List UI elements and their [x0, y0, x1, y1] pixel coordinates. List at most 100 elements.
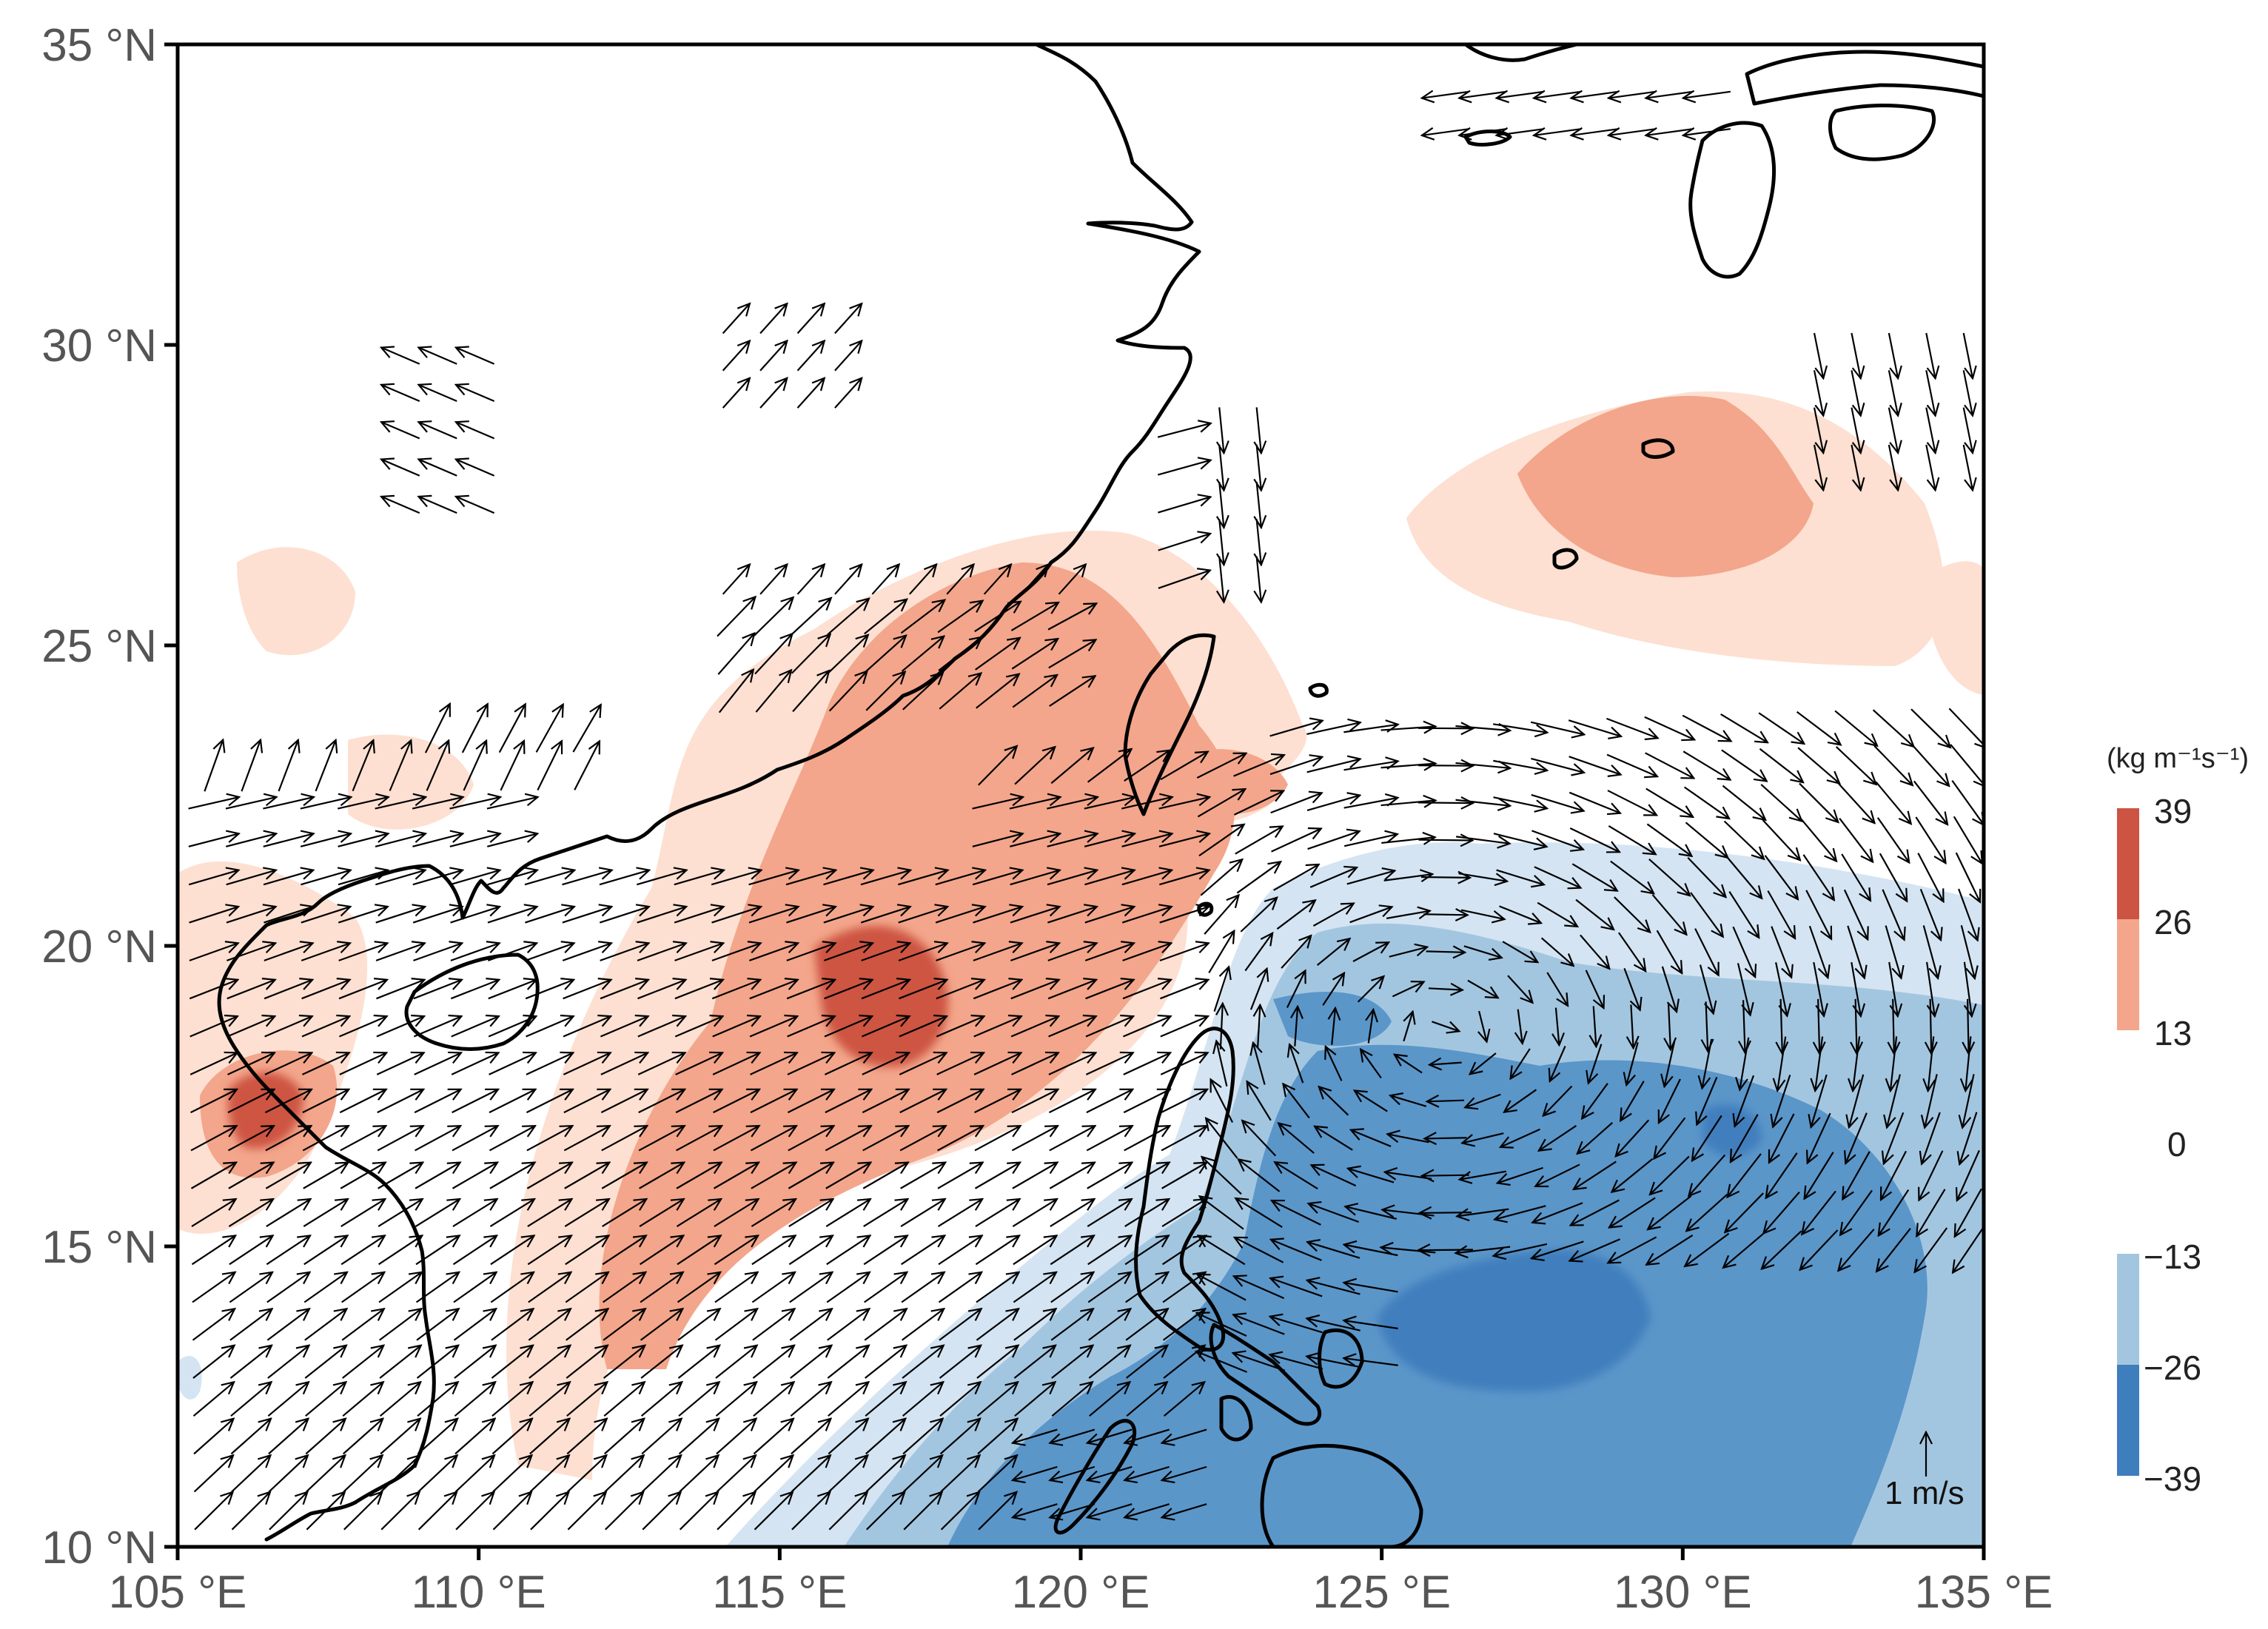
wind-vector — [1764, 855, 1798, 899]
wind-vector — [537, 741, 562, 791]
wind-vector — [315, 740, 336, 792]
wind-vector — [1269, 721, 1323, 737]
wind-vector — [1462, 1132, 1504, 1143]
wind-vector — [786, 943, 836, 961]
wind-vector — [563, 1016, 611, 1038]
wind-vector — [902, 1419, 943, 1455]
wind-vector — [1085, 1016, 1133, 1038]
wind-vector — [380, 1492, 419, 1531]
wind-vector — [1699, 964, 1714, 1014]
wind-vector — [1197, 789, 1245, 818]
wind-vector — [1455, 726, 1510, 730]
wind-vector — [902, 673, 943, 711]
wind-vector — [1805, 1152, 1834, 1199]
wind-vector — [192, 1346, 235, 1379]
wind-vector — [1694, 928, 1719, 975]
wind-vector — [564, 1199, 609, 1227]
wind-vector — [1009, 797, 1060, 810]
wind-vector — [1610, 860, 1654, 894]
wind-vector — [526, 1089, 572, 1114]
wind-vector — [1646, 823, 1691, 856]
wind-vector — [1085, 980, 1134, 1000]
wind-vector — [264, 980, 312, 1000]
wind-vector — [865, 672, 905, 711]
wind-vector — [300, 797, 351, 810]
colorbar: (kg m⁻¹s⁻¹) 39 26 13 0 −13 −26 −39 — [2107, 743, 2249, 1498]
colorbar-swatch-neg13-neg26 — [2117, 1254, 2139, 1365]
wind-vector — [1568, 719, 1621, 736]
wind-vector — [1872, 709, 1914, 747]
wind-vector — [572, 705, 600, 753]
wind-vector — [748, 943, 798, 961]
wind-vector — [1623, 967, 1640, 1010]
wind-vector — [759, 378, 787, 409]
wind-vector — [415, 1126, 461, 1152]
wind-vector — [264, 907, 312, 924]
wind-vector — [1682, 750, 1730, 779]
wind-vector — [1463, 945, 1502, 958]
wind-vector — [529, 1419, 570, 1455]
wind-vector — [563, 1126, 610, 1152]
wind-vector — [978, 1492, 1016, 1531]
wind-vector — [1922, 925, 1938, 978]
wind-vector — [1571, 1199, 1620, 1226]
wind-vector — [1283, 1084, 1310, 1119]
wind-vector — [902, 1346, 944, 1379]
wind-vector — [229, 1309, 272, 1341]
wind-vector — [899, 1016, 947, 1038]
wind-vector — [1392, 982, 1423, 998]
wind-vector — [1916, 1189, 1946, 1236]
wind-vector — [674, 980, 723, 1000]
wind-vector — [1925, 444, 1935, 490]
wind-vector — [940, 1455, 979, 1493]
wind-vector — [1380, 727, 1436, 730]
wind-vector — [1766, 1152, 1798, 1198]
wind-vector — [749, 1016, 797, 1038]
wind-vector — [378, 1272, 422, 1303]
wind-vector — [1849, 1074, 1865, 1127]
wind-vector — [486, 797, 537, 810]
wind-vector — [1692, 1115, 1722, 1161]
mindanao-coastline — [1260, 1443, 1423, 1547]
wind-vector — [226, 833, 276, 847]
wind-vector — [1124, 1503, 1170, 1517]
wind-vector — [380, 1455, 420, 1493]
wind-vector — [1326, 1047, 1343, 1081]
wind-vector — [1479, 1010, 1486, 1041]
wind-vector — [786, 980, 835, 1000]
wind-vector — [1609, 1197, 1656, 1227]
wind-vector — [1911, 745, 1949, 786]
hainan-coastline — [404, 953, 540, 1051]
wind-vector — [1771, 926, 1791, 978]
wind-vector — [974, 1163, 1020, 1189]
wind-vector — [717, 597, 755, 637]
wind-vector — [1543, 1085, 1573, 1116]
wind-vector — [1617, 932, 1645, 971]
wind-vector — [1162, 1503, 1207, 1517]
wind-vector — [1428, 988, 1463, 990]
wind-vector — [1395, 1055, 1423, 1074]
wind-vector — [712, 1052, 759, 1075]
wind-vector — [754, 1455, 793, 1493]
wind-vector — [341, 1272, 385, 1303]
wind-vector — [1161, 1089, 1207, 1114]
wind-vector — [1162, 1465, 1207, 1480]
wind-vector — [1493, 833, 1546, 847]
wind-vector — [1962, 370, 1973, 415]
wind-vector — [1124, 750, 1170, 782]
wind-vector — [1539, 1125, 1577, 1151]
wind-vector — [1240, 898, 1277, 933]
wind-vector — [455, 1492, 494, 1531]
wind-vector — [301, 907, 350, 924]
wind-vector — [937, 1126, 984, 1152]
wind-vector — [1087, 1428, 1133, 1443]
wind-vector — [1534, 866, 1581, 887]
wind-vector — [1616, 1119, 1650, 1156]
wind-vector — [413, 980, 462, 1000]
wind-vector — [487, 833, 537, 847]
wind-vector — [604, 1455, 643, 1493]
wind-vector — [1577, 1122, 1614, 1154]
wind-vector — [1047, 603, 1096, 631]
wind-vector — [1507, 975, 1532, 1003]
